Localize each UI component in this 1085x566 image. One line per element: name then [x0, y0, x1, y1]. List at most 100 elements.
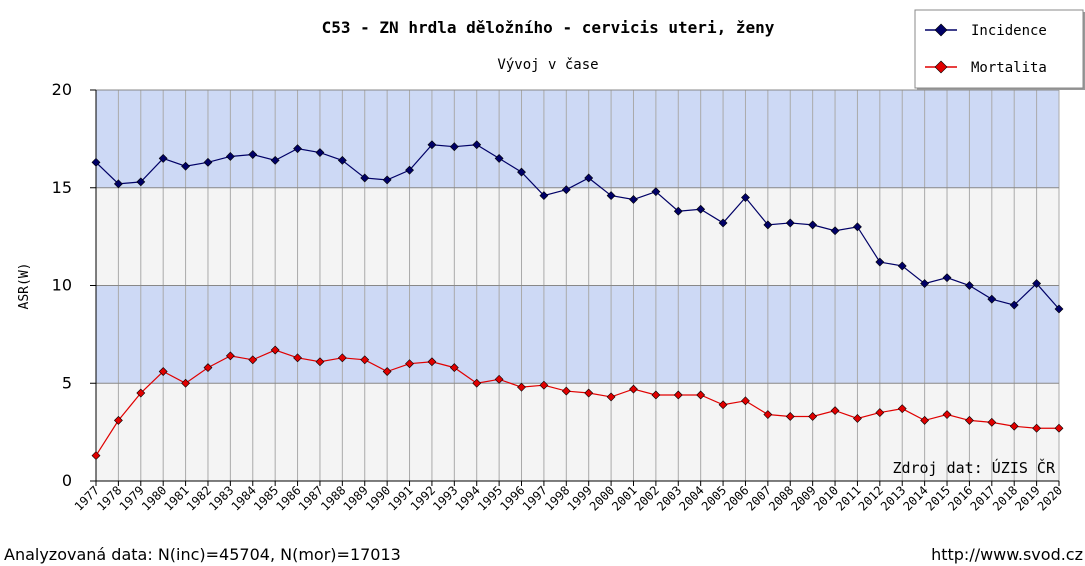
data-point — [539, 191, 549, 200]
x-tick-label: 1998 — [542, 483, 572, 513]
data-point — [629, 384, 638, 394]
data-point — [629, 195, 638, 204]
x-tick-label: 2003 — [654, 483, 684, 513]
data-point — [875, 257, 885, 267]
x-tick-label: 2005 — [699, 483, 729, 513]
data-point — [158, 367, 168, 376]
footer-left: Analyzovaná data: N(inc)=45704, N(mor)=1… — [4, 545, 401, 564]
data-point — [136, 388, 146, 398]
legend-label: Incidence — [971, 23, 1047, 39]
x-tick-label: 2007 — [744, 483, 774, 513]
plot-band — [96, 285, 1059, 384]
plot-band — [96, 383, 1059, 481]
source-note: Zdroj dat: ÚZIS ČR — [892, 458, 1056, 477]
x-tick-label: 1994 — [453, 483, 483, 513]
data-point — [718, 218, 728, 228]
x-tick-label: 1984 — [229, 483, 259, 513]
x-tick-label: 1986 — [273, 483, 303, 513]
legend-box — [914, 9, 1084, 89]
x-tick-label: 1996 — [497, 483, 527, 513]
data-point — [91, 157, 101, 167]
legend-marker — [934, 60, 948, 74]
x-tick-label: 2012 — [856, 483, 886, 513]
footer-right: http://www.svod.cz — [931, 545, 1083, 564]
x-tick-label: 1991 — [385, 483, 415, 513]
data-point — [763, 220, 773, 230]
x-tick-label: 1999 — [564, 483, 594, 513]
data-point — [113, 179, 123, 189]
data-point — [449, 363, 459, 373]
x-tick-label: 1988 — [318, 483, 348, 513]
data-point — [897, 404, 907, 414]
x-tick-label: 1985 — [251, 483, 281, 513]
data-point — [853, 222, 862, 232]
data-point — [920, 415, 930, 425]
data-point — [449, 142, 459, 152]
data-point — [136, 177, 146, 187]
data-point — [651, 390, 661, 400]
data-point — [830, 406, 840, 416]
data-point — [293, 353, 302, 363]
y-tick-label: 0 — [62, 471, 72, 490]
data-point — [1009, 300, 1019, 310]
data-point — [472, 140, 482, 150]
data-point — [673, 206, 683, 216]
x-tick-label: 2014 — [900, 483, 930, 513]
data-point — [270, 345, 280, 355]
data-point — [270, 155, 280, 165]
data-point — [785, 218, 795, 228]
x-tick-label: 2017 — [968, 483, 998, 513]
y-axis-label: ASR(W) — [17, 263, 32, 310]
y-tick-label: 20 — [52, 80, 72, 99]
data-point — [584, 173, 594, 183]
x-tick-label: 2016 — [945, 483, 975, 513]
chart-subtitle: Vývoj v čase — [497, 57, 598, 73]
x-tick-label: 2002 — [632, 483, 662, 513]
data-point — [360, 173, 370, 183]
data-point — [91, 451, 101, 461]
data-point — [696, 390, 706, 400]
data-point — [606, 191, 616, 200]
plot-band — [96, 187, 1059, 286]
data-point — [405, 359, 414, 369]
x-tick-label: 1982 — [184, 483, 214, 513]
data-point — [225, 351, 235, 361]
data-point — [405, 165, 414, 175]
x-tick-label: 1995 — [475, 483, 505, 513]
x-tick-label: 1992 — [408, 483, 438, 513]
data-point — [942, 273, 952, 283]
data-point — [427, 357, 437, 367]
data-point — [606, 392, 616, 402]
data-point — [248, 355, 258, 365]
data-point — [718, 400, 728, 410]
data-point — [225, 152, 235, 161]
data-point — [853, 414, 862, 423]
data-point — [1032, 423, 1042, 433]
data-point — [1054, 423, 1064, 433]
x-tick-label: 1983 — [206, 483, 236, 513]
data-point — [875, 408, 885, 417]
data-point — [1032, 279, 1042, 288]
data-point — [741, 193, 750, 202]
data-point — [1009, 421, 1019, 431]
data-point — [181, 378, 191, 388]
data-point — [987, 417, 997, 427]
data-point — [808, 412, 818, 421]
data-point — [181, 161, 191, 171]
x-tick-label: 2011 — [833, 483, 863, 513]
x-tick-label: 2006 — [721, 483, 751, 513]
data-point — [517, 167, 526, 177]
x-tick-label: 2018 — [990, 483, 1020, 513]
x-tick-label: 2010 — [811, 483, 841, 513]
data-point — [1054, 304, 1064, 314]
chart-title: C53 - ZN hrdla děložního - cervicis uter… — [322, 18, 775, 37]
x-tick-label: 2019 — [1012, 483, 1042, 513]
legend-label: Mortalita — [971, 60, 1047, 76]
x-tick-label: 1981 — [161, 483, 191, 513]
x-tick-label: 2013 — [878, 483, 908, 513]
x-tick-label: 2009 — [788, 483, 818, 513]
x-tick-label: 2015 — [923, 483, 953, 513]
x-tick-label: 1979 — [117, 483, 147, 513]
data-point — [785, 412, 795, 421]
